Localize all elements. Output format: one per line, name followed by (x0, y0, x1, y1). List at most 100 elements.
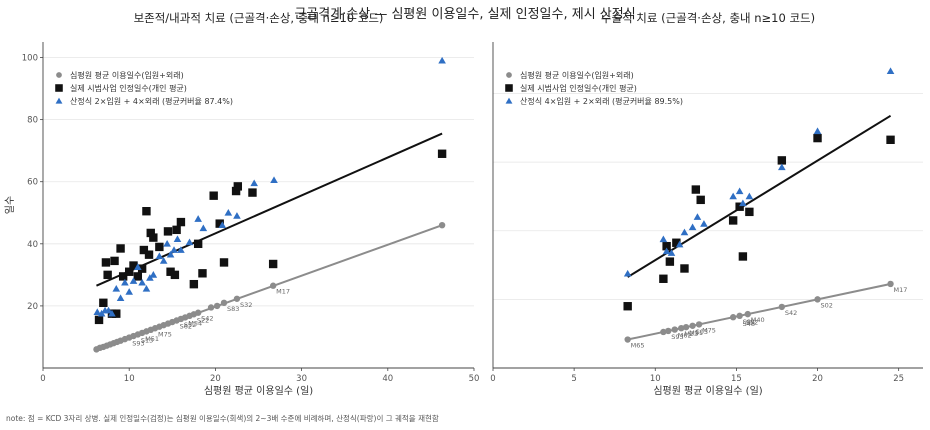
point-label: S82 (743, 318, 755, 326)
data-point (173, 235, 182, 243)
legend-marker (55, 84, 63, 92)
data-point (688, 223, 697, 231)
data-point (813, 133, 822, 143)
data-point (146, 228, 155, 238)
data-point (736, 312, 743, 320)
data-point (623, 269, 632, 277)
data-point (623, 302, 632, 311)
data-point (121, 278, 129, 286)
data-point (177, 246, 185, 253)
data-point (215, 219, 224, 228)
data-point (149, 271, 158, 278)
point-label: M40 (751, 316, 765, 324)
legend-marker (505, 84, 513, 92)
data-point (99, 298, 108, 307)
data-point (778, 163, 786, 171)
data-point (268, 259, 278, 269)
data-point (728, 216, 738, 225)
x-tick-label: 15 (731, 374, 742, 384)
data-point (159, 257, 168, 264)
data-point (695, 321, 703, 328)
point-label: S42 (785, 309, 797, 317)
y-tick-label: 60 (27, 178, 38, 188)
data-point (166, 267, 175, 276)
legend-label: 실제 시범사업 인정일수(개인 평균) (70, 83, 187, 93)
y-tick-label: 100 (22, 54, 38, 64)
data-point (233, 295, 241, 302)
legend-marker (56, 72, 62, 78)
x-tick-label: 0 (40, 374, 45, 384)
y-tick-label: 80 (27, 116, 38, 126)
data-point (231, 186, 241, 196)
data-point (144, 250, 154, 259)
data-point (101, 258, 111, 267)
data-point (270, 176, 278, 184)
data-point (777, 156, 787, 165)
point-label: S62 (180, 322, 192, 330)
data-point (887, 280, 894, 288)
data-point (680, 264, 689, 273)
data-point (172, 225, 181, 235)
point-label: S42 (201, 315, 213, 323)
data-point (219, 258, 229, 267)
data-point (700, 220, 708, 227)
legend-label: 심평원 평균 이용일수(입원+외래) (70, 70, 184, 80)
data-point (778, 303, 786, 311)
data-point (103, 270, 112, 280)
data-point (170, 270, 180, 280)
footnote: note: 점 = KCD 3자리 상병. 실제 인정일수(검정)는 심평원 이… (6, 413, 439, 423)
data-point (213, 302, 221, 310)
data-point (125, 267, 134, 276)
point-label: M23 (684, 330, 698, 338)
data-point (675, 240, 684, 248)
legend-marker (505, 97, 513, 104)
point-label: S83 (227, 305, 239, 313)
data-point (233, 182, 243, 191)
x-tick-label: 25 (893, 374, 904, 384)
data-point (104, 306, 113, 314)
fit-line (627, 282, 891, 341)
y-tick-label: 20 (27, 302, 38, 312)
point-label: S22 (197, 316, 209, 324)
panel-title: 보존적/내과적 치료 (근골격·손상, 충내 n≥10 코드) (134, 11, 384, 25)
data-point (233, 212, 241, 219)
data-point (678, 324, 685, 332)
data-point (437, 149, 447, 158)
panel-surgical: 0 5 10 15 20 25 수술적 치료 (근골격·손상, 충내 n≥10 코드) 심평원… (490, 11, 923, 397)
data-point (886, 67, 895, 75)
point-label: S93 (671, 333, 683, 341)
data-point (269, 282, 277, 289)
data-point (739, 199, 747, 207)
data-point (248, 188, 257, 197)
point-label: M17 (894, 286, 908, 294)
data-point (680, 228, 689, 236)
data-point (438, 221, 446, 229)
data-point (129, 261, 138, 270)
point-label: M54 (188, 319, 202, 327)
data-point (735, 202, 744, 211)
y-tick-label: 40 (27, 240, 38, 250)
data-point (110, 256, 119, 266)
data-point (660, 328, 667, 336)
point-label: M75 (702, 326, 716, 334)
point-label: S48 (743, 320, 755, 328)
data-point (671, 326, 678, 333)
data-point (624, 336, 631, 343)
point-label: S32 (240, 301, 252, 309)
data-point (185, 238, 194, 246)
data-point (224, 208, 233, 216)
point-label: S03 (696, 328, 708, 336)
data-point (155, 252, 164, 260)
data-point (814, 296, 821, 303)
point-label: M65 (631, 342, 645, 350)
point-label: S93 (132, 340, 144, 348)
data-point (744, 310, 751, 318)
data-point (672, 238, 681, 247)
panel-title: 수술적 치료 (근골격·손상, 충내 n≥10 코드) (601, 11, 815, 25)
point-label: M62 (678, 332, 692, 340)
data-point (118, 272, 128, 281)
data-point (209, 191, 218, 200)
data-point (813, 127, 822, 135)
data-point (142, 207, 151, 216)
